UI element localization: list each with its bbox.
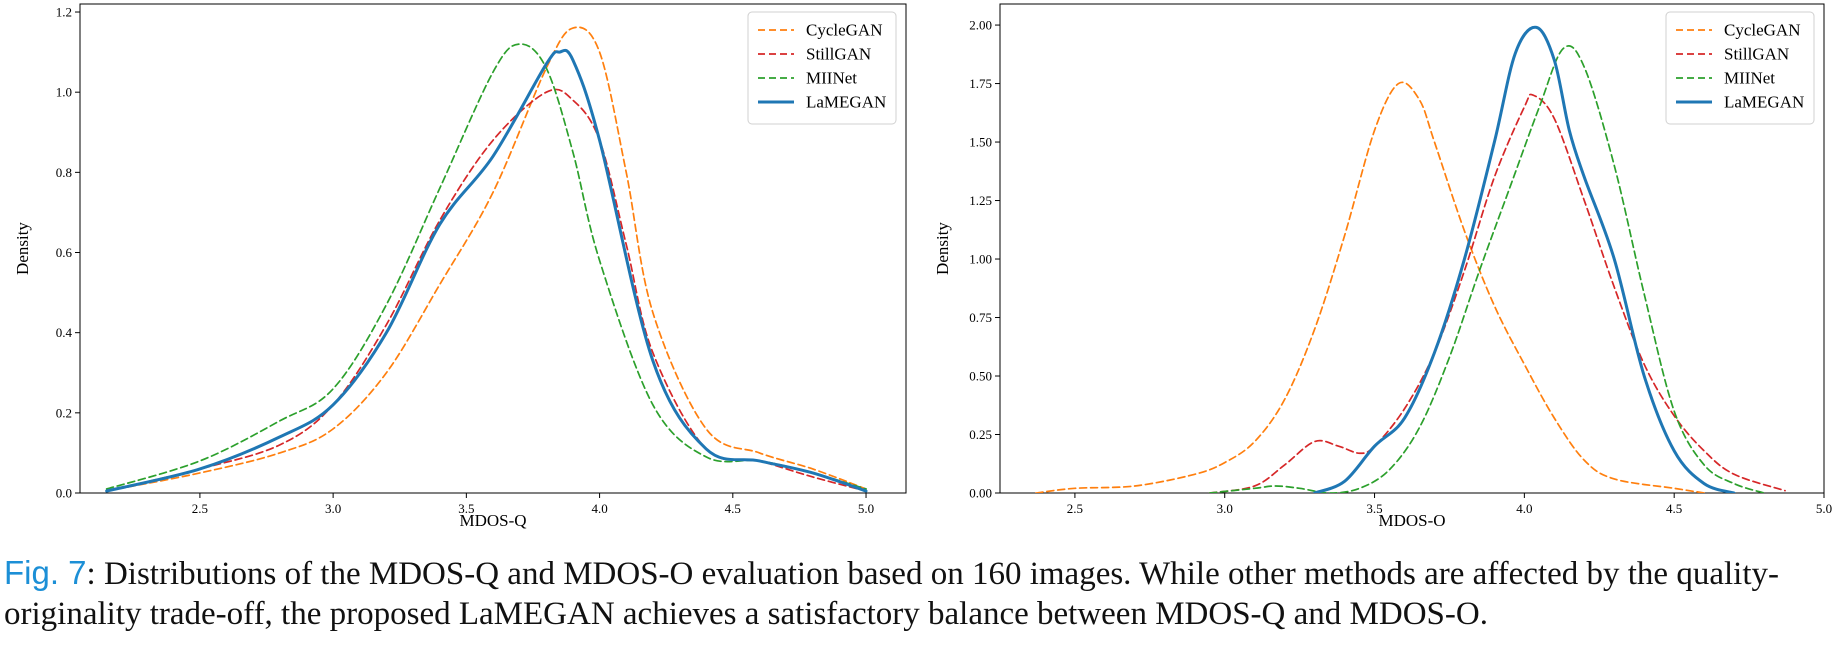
x-tick-label: 4.5 <box>1666 501 1682 516</box>
x-tick-label: 2.5 <box>192 501 208 516</box>
x-tick-label: 3.5 <box>458 501 474 516</box>
y-tick-label: 1.00 <box>969 252 992 267</box>
series-lines <box>105 26 868 493</box>
legend-label-stillgan: StillGAN <box>1724 45 1789 64</box>
y-tick-label: 1.2 <box>56 5 72 20</box>
chart-mdos-o: 2.5 3.0 3.5 4.0 4.5 5.0 0.00 0.25 0.50 0.75 1.00 1.… <box>933 3 1832 530</box>
series-line-cyclegan <box>1035 81 1705 493</box>
plot-frame <box>999 3 1825 494</box>
x-tick-label: 3.0 <box>1217 501 1233 516</box>
caption-text: : Distributions of the MDOS-Q and MDOS-O… <box>4 556 1779 632</box>
y-tick-label: 1.50 <box>969 135 992 150</box>
series-line-miinet <box>1208 45 1765 493</box>
caption-figure-label: Fig. 7 <box>4 554 87 591</box>
y-tick-label: 0.0 <box>56 486 72 501</box>
series-line-miinet <box>105 43 867 490</box>
y-tick-label: 1.0 <box>56 85 72 100</box>
legend-box <box>747 11 897 125</box>
y-tick-label: 0.2 <box>56 405 72 420</box>
legend-box <box>1665 11 1815 125</box>
series-lines <box>1035 25 1786 493</box>
y-tick-label: 0.6 <box>56 245 73 260</box>
y-tick-label: 1.25 <box>969 193 992 208</box>
series-line-lamegan <box>105 48 868 493</box>
x-tick-label: 3.0 <box>325 501 341 516</box>
x-tick-label: 3.5 <box>1366 501 1382 516</box>
legend-label-cyclegan: CycleGAN <box>806 21 882 40</box>
series-line-stillgan <box>1208 93 1786 493</box>
series-line-lamegan <box>1313 25 1736 493</box>
x-axis-label: MDOS-O <box>1378 511 1445 530</box>
legend: CycleGAN StillGAN MIINet LaMEGAN <box>1665 11 1815 125</box>
legend-label-stillgan: StillGAN <box>806 45 871 64</box>
x-tick-label: 5.0 <box>1816 501 1832 516</box>
y-tick-label: 0.25 <box>969 427 992 442</box>
legend-label-cyclegan: CycleGAN <box>1724 21 1800 40</box>
y-tick-label: 0.75 <box>969 310 992 325</box>
legend-label-lamegan: LaMEGAN <box>806 93 886 112</box>
plot-frame <box>79 3 907 494</box>
y-tick-label: 2.00 <box>969 18 992 33</box>
figure-caption: Fig. 7: Distributions of the MDOS-Q and … <box>4 553 1844 634</box>
y-tick-label: 1.75 <box>969 76 992 91</box>
figure: 2.5 3.0 3.5 4.0 4.5 5.0 0.0 0.2 0.4 0.6 0.8 1.0 1.2 M… <box>13 3 1832 530</box>
x-tick-label: 2.5 <box>1067 501 1083 516</box>
legend: CycleGAN StillGAN MIINet LaMEGAN <box>747 11 897 125</box>
y-tick-label: 0.4 <box>56 325 73 340</box>
y-tick-label: 0.8 <box>56 165 72 180</box>
x-tick-label: 4.0 <box>1516 501 1532 516</box>
y-axis-label: Density <box>13 222 32 275</box>
series-line-stillgan <box>105 88 867 492</box>
x-tick-label: 4.0 <box>591 501 607 516</box>
y-axis-label: Density <box>933 222 952 275</box>
y-tick-label: 0.50 <box>969 369 992 384</box>
legend-label-miinet: MIINet <box>806 69 857 88</box>
legend-label-lamegan: LaMEGAN <box>1724 93 1804 112</box>
x-axis-label: MDOS-Q <box>459 511 526 530</box>
series-line-cyclegan <box>105 26 867 492</box>
y-tick-label: 0.00 <box>969 486 992 501</box>
x-tick-label: 4.5 <box>725 501 741 516</box>
x-tick-label: 5.0 <box>858 501 874 516</box>
legend-label-miinet: MIINet <box>1724 69 1775 88</box>
chart-mdos-q: 2.5 3.0 3.5 4.0 4.5 5.0 0.0 0.2 0.4 0.6 0.8 1.0 1.2 M… <box>13 3 907 530</box>
